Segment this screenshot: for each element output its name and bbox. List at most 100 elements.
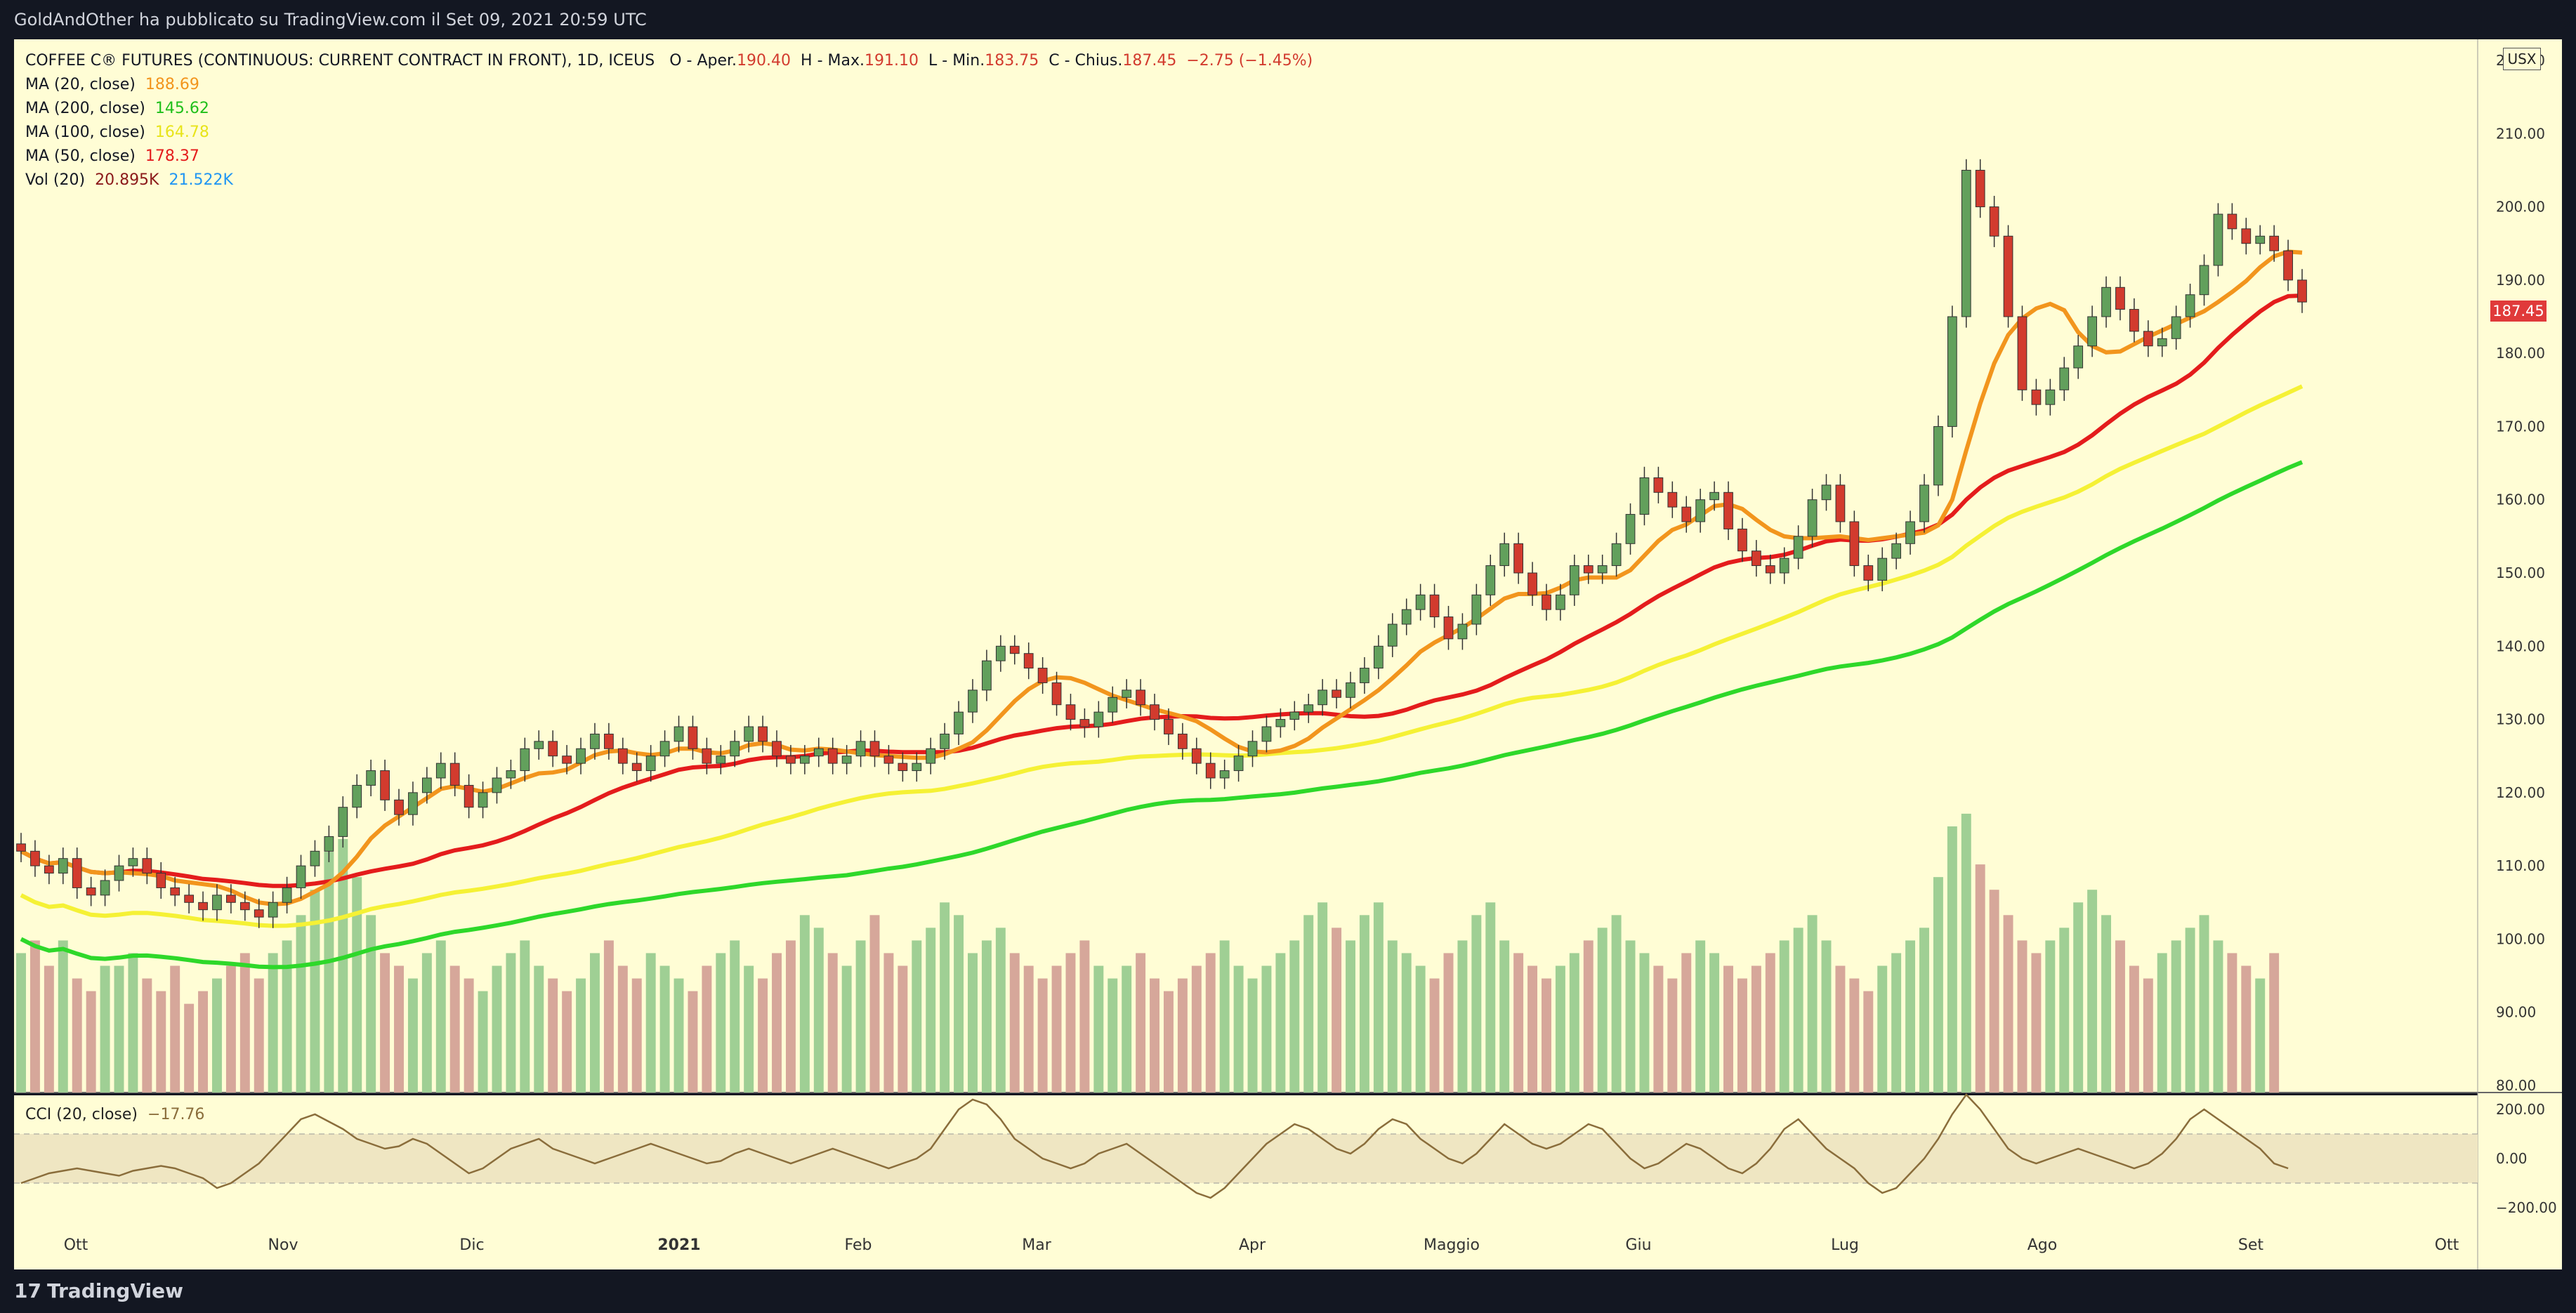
volume-bar	[2115, 940, 2125, 1093]
ma100-label: MA (100, close)	[25, 124, 145, 141]
currency-unit-box[interactable]: USX	[2503, 48, 2541, 70]
last-price-tag: 187.45	[2490, 301, 2547, 322]
volume-bar	[1863, 991, 1874, 1093]
candle-body	[1597, 565, 1608, 574]
time-axis-label: Lug	[1831, 1236, 1859, 1254]
volume-bar	[1079, 940, 1090, 1093]
volume-bar	[2143, 978, 2153, 1093]
volume-bar	[1597, 928, 1608, 1093]
price-tick-label: 180.00	[2496, 345, 2545, 362]
brand-text: TradingView	[46, 1279, 183, 1302]
volume-bar	[1163, 991, 1174, 1093]
time-axis-label: Dic	[459, 1236, 484, 1254]
candle-body	[380, 770, 390, 800]
candle-body	[2283, 250, 2293, 281]
volume-bar	[603, 940, 614, 1093]
volume-bar	[211, 978, 222, 1093]
candle-body	[1975, 169, 1985, 208]
candle-body	[1611, 543, 1622, 567]
close-key: C	[1049, 52, 1060, 70]
volume-bar	[1485, 902, 1496, 1093]
vol-legend: Vol (20) 20.895K 21.522K	[25, 169, 1313, 192]
candle-body	[1150, 704, 1159, 720]
candle-body	[995, 645, 1006, 661]
candle-body	[352, 784, 362, 808]
volume-bar	[1975, 864, 1985, 1093]
time-axis-label: Nov	[268, 1236, 298, 1254]
candle-body	[198, 902, 208, 911]
candle-body	[576, 748, 586, 764]
tradingview-logo[interactable]: 17 TradingView	[14, 1279, 183, 1302]
candle-body	[1695, 499, 1706, 522]
volume-bar	[114, 965, 124, 1093]
candle-body	[617, 748, 628, 764]
time-axis-pane	[14, 1222, 2478, 1269]
volume-bar	[590, 953, 600, 1093]
candle-body	[1079, 719, 1090, 727]
volume-bar	[2045, 940, 2056, 1093]
volume-bar	[2157, 953, 2167, 1093]
candle-body	[912, 763, 922, 772]
candle-body	[1429, 594, 1440, 618]
candle-body	[1373, 645, 1384, 669]
volume-bar	[548, 978, 558, 1093]
volume-bar	[1346, 940, 1355, 1093]
candle-body	[1527, 572, 1537, 595]
price-tick-label: 140.00	[2496, 638, 2545, 654]
volume-bar	[1947, 826, 1957, 1093]
candle-body	[1261, 726, 1272, 742]
candle-body	[1275, 719, 1286, 727]
candle-body	[1346, 682, 1355, 698]
low-value: 183.75	[985, 52, 1039, 70]
candle-body	[1877, 557, 1888, 581]
ma200-legend: MA (200, close) 145.62	[25, 97, 1313, 121]
volume-bar	[1989, 890, 1999, 1093]
candle-body	[786, 756, 796, 764]
candle-body	[226, 895, 236, 903]
volume-bar	[1177, 978, 1188, 1093]
candle-body	[1387, 623, 1398, 647]
ma50-legend: MA (50, close) 178.37	[25, 145, 1313, 169]
volume-bar	[576, 978, 586, 1093]
footer-bar: 17 TradingView	[0, 1269, 2576, 1313]
candle-body	[758, 726, 768, 742]
volume-bar	[617, 965, 628, 1093]
volume-bar	[954, 915, 964, 1093]
candle-body	[2143, 331, 2153, 347]
volume-bar	[673, 978, 684, 1093]
candle-body	[827, 748, 838, 764]
candle-body	[1765, 565, 1775, 574]
volume-bar	[394, 965, 404, 1093]
candle-body	[1401, 609, 1412, 625]
volume-bar	[1611, 915, 1622, 1093]
ma20-legend: MA (20, close) 188.69	[25, 73, 1313, 97]
candle-body	[1219, 770, 1230, 779]
price-tick-label: 120.00	[2496, 784, 2545, 801]
candle-body	[548, 741, 558, 757]
candle-body	[1513, 543, 1523, 574]
volume-bar	[2031, 953, 2042, 1093]
time-axis-label: Ott	[2435, 1236, 2459, 1254]
publisher-text: GoldAndOther ha pubblicato su TradingVie…	[14, 10, 647, 29]
candle-body	[1779, 557, 1789, 574]
volume-bar	[534, 965, 544, 1093]
volume-bar	[170, 965, 180, 1093]
candle-body	[1037, 668, 1048, 683]
volume-bar	[72, 978, 82, 1093]
volume-bar	[44, 965, 54, 1093]
volume-bar	[2003, 915, 2013, 1093]
candle-body	[954, 711, 964, 734]
volume-bar	[1653, 965, 1664, 1093]
candle-body	[1009, 645, 1020, 654]
candle-body	[1485, 565, 1496, 595]
candle-body	[855, 741, 866, 757]
candle-body	[1457, 623, 1468, 640]
candle-body	[1556, 594, 1565, 610]
volume-bar	[449, 965, 460, 1093]
candle-body	[2003, 235, 2013, 317]
volume-bar	[1373, 902, 1384, 1093]
cci-tick-label: −200.00	[2496, 1199, 2557, 1216]
volume-bar	[254, 978, 264, 1093]
close-label: Chius.	[1075, 52, 1123, 70]
